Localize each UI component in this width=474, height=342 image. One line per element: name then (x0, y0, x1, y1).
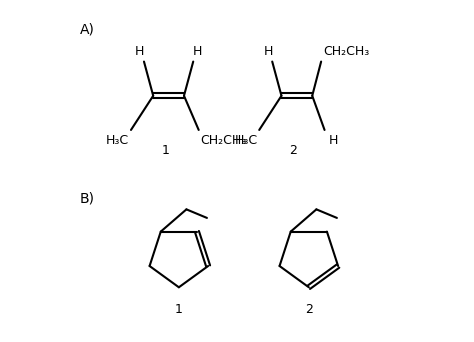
Text: 1: 1 (175, 303, 183, 316)
Text: CH₂CH₃: CH₂CH₃ (201, 134, 246, 147)
Text: B): B) (80, 192, 95, 206)
Text: 2: 2 (305, 303, 313, 316)
Text: A): A) (80, 22, 94, 36)
Text: 1: 1 (161, 144, 169, 157)
Text: H₃C: H₃C (106, 134, 129, 147)
Text: CH₂CH₃: CH₂CH₃ (323, 45, 369, 58)
Text: H: H (328, 134, 338, 147)
Text: H: H (264, 45, 273, 58)
Text: H₃C: H₃C (235, 134, 257, 147)
Text: 2: 2 (290, 144, 297, 157)
Text: H: H (135, 45, 145, 58)
Text: H: H (192, 45, 202, 58)
